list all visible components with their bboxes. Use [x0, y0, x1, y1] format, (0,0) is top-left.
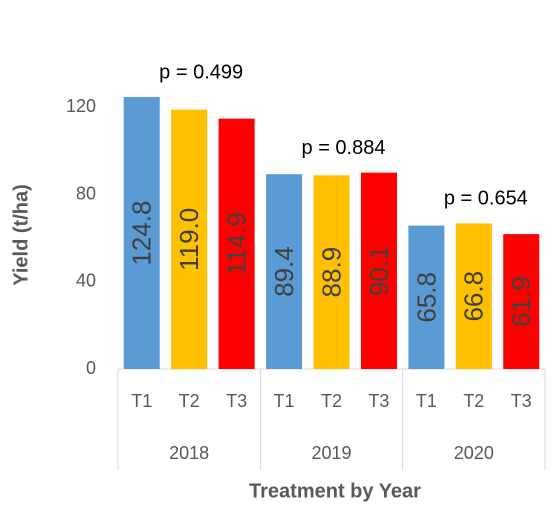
value-label: 65.8 — [411, 272, 441, 323]
y-tick-label: 120 — [66, 96, 96, 116]
x-axis-label: Treatment by Year — [249, 480, 421, 502]
value-label: 89.4 — [269, 246, 299, 297]
value-label: 66.8 — [459, 271, 489, 322]
x-tick-label: T1 — [131, 391, 152, 411]
x-tick-label: T1 — [416, 391, 437, 411]
x-tick-label: T2 — [179, 391, 200, 411]
bar — [218, 118, 255, 369]
bar — [123, 97, 160, 370]
p-value-annotation: p = 0.654 — [444, 188, 528, 210]
p-value-annotation: p = 0.499 — [159, 61, 243, 83]
x-tick-label: T2 — [463, 391, 484, 411]
y-tick-label: 80 — [76, 183, 96, 203]
x-tick-label: T2 — [321, 391, 342, 411]
bar — [408, 225, 445, 369]
bar — [455, 223, 492, 369]
y-tick-label: 0 — [86, 358, 96, 378]
y-axis-label: Yield (t/ha) — [10, 184, 32, 285]
value-label: 88.9 — [316, 247, 346, 298]
p-value-annotation: p = 0.884 — [302, 137, 386, 159]
value-label: 119.0 — [174, 208, 204, 271]
value-label: 114.9 — [221, 212, 251, 275]
group-label: 2020 — [454, 443, 494, 463]
x-tick-label: T3 — [511, 391, 532, 411]
value-label: 90.1 — [364, 246, 394, 297]
group-label: 2019 — [311, 443, 351, 463]
x-tick-label: T3 — [368, 391, 389, 411]
value-label: 61.9 — [506, 276, 536, 327]
bar — [266, 174, 303, 369]
group-label: 2018 — [169, 443, 209, 463]
bar — [503, 234, 540, 369]
x-tick-label: T1 — [274, 391, 295, 411]
value-label: 124.8 — [127, 200, 157, 265]
bar — [360, 172, 397, 369]
bar — [171, 109, 208, 369]
x-tick-label: T3 — [226, 391, 247, 411]
bar — [313, 175, 350, 369]
y-tick-label: 40 — [76, 271, 96, 291]
